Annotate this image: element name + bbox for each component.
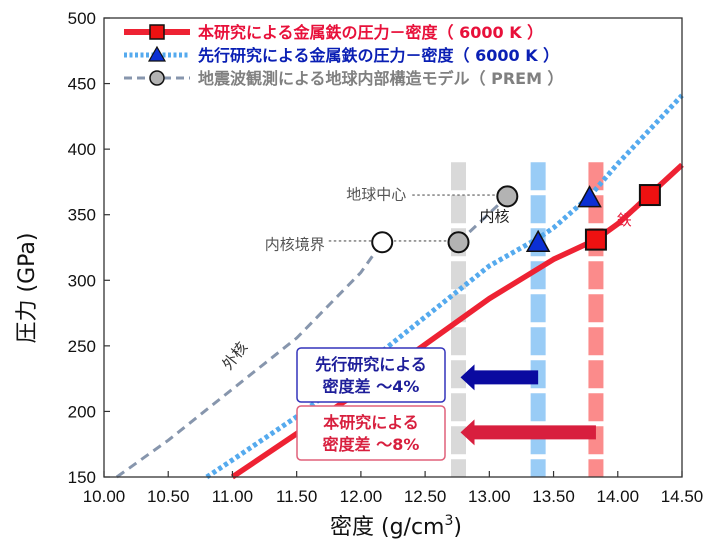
x-tick-label-3: 11.50 [276, 487, 317, 506]
arrow-1 [460, 419, 596, 446]
legend-label-0: 本研究による金属鉄の圧力－密度（ 6000 K ） [198, 23, 543, 42]
plot-axes [103, 17, 683, 478]
diff-box-text-1-0: 本研究による [323, 413, 419, 432]
plot-frame [103, 17, 683, 478]
x-tick-label-0: 10.00 [83, 487, 126, 506]
y-tick-label-7: 500 [68, 9, 96, 28]
arrow-0 [460, 364, 539, 391]
legend-marker-2 [149, 70, 165, 86]
legend-label-1: 先行研究による金属鉄の圧力－密度（ 6000 K ） [198, 46, 559, 65]
triangle-marker-3 [577, 185, 602, 208]
x-axis-title-end: ) [453, 515, 462, 540]
label-iron: 鉄 [617, 211, 632, 229]
series-line-2 [115, 241, 384, 479]
data-markers [371, 184, 661, 254]
x-tick-label-1: 10.50 [147, 487, 190, 506]
x-axis-title: 密度 (g/cm3) [330, 513, 462, 540]
legend-marker-0 [149, 24, 165, 40]
diff-box-0 [296, 347, 446, 403]
y-tick-label-2: 250 [68, 337, 96, 356]
label-outer-core: 外核 [219, 339, 252, 374]
x-tick-label-4: 12.00 [340, 487, 383, 506]
tick-labels: 10.00 10.50 11.00 11.50 12.00 12.50 13.00 13.50… [68, 9, 704, 506]
diff-box-text-1-1: 密度差 ～8% [322, 435, 420, 454]
series-line-1 [205, 93, 684, 480]
y-tick-label-0: 150 [68, 468, 96, 487]
label-inner-core-boundary: 内核境界 [265, 236, 325, 254]
x-tick-label-7: 13.50 [532, 487, 575, 506]
square-marker-0 [584, 228, 607, 251]
triangle-marker-2 [525, 229, 551, 253]
circle-marker-5 [447, 231, 470, 254]
x-tick-label-6: 13.00 [468, 487, 511, 506]
circle-marker-4 [371, 231, 394, 254]
legend-label-2: 地震波観測による地球内部構造モデル（ PREM ） [198, 69, 564, 88]
legend: 本研究による金属鉄の圧力－密度（ 6000 K ） 先行研究による金属鉄の圧力－密… [124, 23, 564, 88]
diff-box-1 [296, 405, 446, 461]
diff-box-text-0-1: 密度差 ～4% [322, 377, 420, 396]
x-axis-title-main: 密度 (g/cm [330, 515, 444, 540]
y-axis-title: 圧力 (GPa) [15, 233, 40, 344]
dotted-leader-lines [328, 194, 508, 242]
y-tick-label-4: 350 [68, 206, 96, 225]
x-tick-label-5: 12.50 [404, 487, 447, 506]
y-tick-label-5: 400 [68, 140, 96, 159]
x-axis-title-sup: 3 [444, 513, 453, 529]
x-tick-label-9: 14.50 [661, 487, 704, 506]
label-inner-core: 内核 [479, 207, 509, 225]
density-difference-arrows [460, 364, 596, 446]
diff-box-text-0-0: 先行研究による [315, 355, 427, 374]
square-marker-1 [638, 184, 661, 207]
y-tick-label-6: 450 [68, 75, 96, 94]
label-earth-center: 地球中心 [346, 186, 406, 204]
circle-marker-6 [496, 185, 519, 208]
x-tick-label-8: 14.00 [597, 487, 640, 506]
series-line-3 [457, 195, 509, 244]
y-tick-label-1: 200 [68, 402, 96, 421]
y-tick-label-3: 300 [68, 271, 96, 290]
legend-marker-1 [147, 45, 167, 62]
x-tick-label-2: 11.00 [212, 487, 253, 506]
